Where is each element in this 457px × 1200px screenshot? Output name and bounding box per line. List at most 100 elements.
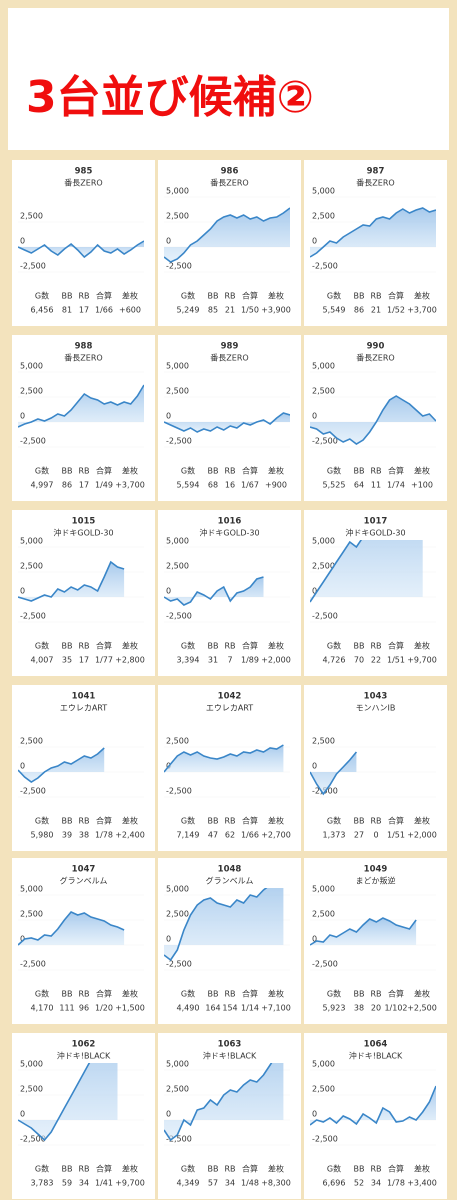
line (164, 576, 264, 606)
table-header: 合算 (96, 291, 112, 301)
table-cell: 47 (208, 831, 218, 840)
table-header: RB (224, 990, 235, 999)
chart-subtitle: 沖ドキ!BLACK (57, 1051, 111, 1061)
card-bg (12, 160, 155, 326)
table-header: BB (62, 990, 73, 999)
chart-title: 1062 (72, 1040, 96, 1050)
table-cell: 1/66 (95, 306, 113, 315)
table-header: BB (354, 642, 365, 651)
y-tick-label: -2,500 (20, 1135, 46, 1144)
table-header: RB (370, 1165, 381, 1174)
table-cell: 4,726 (323, 656, 346, 665)
area (164, 208, 290, 262)
table-header: G数 (181, 641, 195, 651)
table-header: 合算 (388, 816, 404, 826)
table-header: BB (208, 292, 219, 301)
table-cell: 86 (354, 306, 364, 315)
table-header: G数 (35, 989, 49, 999)
table-header: 合算 (242, 1164, 258, 1174)
chart-card: 1043モンハンIB2,5000-2,500G数BBRB合算差枚1,373270… (304, 685, 447, 851)
table-cell: 1/51 (387, 831, 405, 840)
chart-subtitle: 沖ドキGOLD-30 (199, 528, 259, 538)
table-header: 合算 (388, 291, 404, 301)
chart-subtitle: 沖ドキ!BLACK (203, 1051, 257, 1061)
chart-title: 1047 (72, 865, 96, 875)
table-header: 差枚 (268, 1164, 284, 1174)
y-tick-label: -2,500 (166, 960, 192, 969)
y-tick-label: 0 (166, 412, 171, 421)
table-cell: 5,923 (323, 1004, 346, 1013)
line (18, 747, 105, 783)
y-tick-label: 0 (20, 935, 25, 944)
table-cell: 1/74 (387, 481, 405, 490)
y-tick-label: 0 (20, 237, 25, 246)
line (18, 911, 125, 946)
table-header: 差枚 (122, 1164, 138, 1174)
chart-card: 1041 エウレカART 2,500 0 -2,500 G数 BB RB 合算 差枚 5,980 39… (12, 685, 155, 851)
table-header: G数 (35, 816, 49, 826)
line (18, 240, 144, 259)
header-box (8, 8, 449, 150)
line (18, 1063, 91, 1142)
table-cell: 1/50 (241, 306, 259, 315)
y-tick-label: 0 (312, 237, 317, 246)
line (310, 207, 436, 258)
y-tick-label: 2,500 (166, 1085, 189, 1094)
y-tick-label: -2,500 (166, 612, 192, 621)
y-tick-label: 2,500 (312, 387, 335, 396)
chart-subtitle: 番長ZERO (356, 353, 394, 363)
table-header: BB (62, 467, 73, 476)
table-header: 合算 (96, 1164, 112, 1174)
line (310, 540, 363, 603)
y-tick-label: 2,500 (312, 212, 335, 221)
chart-subtitle: 番長ZERO (356, 178, 394, 188)
chart-title: 1063 (218, 1040, 242, 1050)
table-header: G数 (35, 1164, 49, 1174)
table-cell: 4,997 (31, 481, 54, 490)
table-header: 合算 (388, 641, 404, 651)
chart-subtitle: 番長ZERO (64, 178, 102, 188)
table-cell: 17 (79, 306, 89, 315)
table-cell: 1/89 (241, 656, 259, 665)
table-header: 合算 (242, 816, 258, 826)
table-cell: 1/49 (95, 481, 113, 490)
y-tick-label: 2,500 (20, 910, 43, 919)
y-tick-label: 5,000 (20, 362, 43, 371)
table-header: G数 (327, 816, 341, 826)
y-tick-label: 2,500 (312, 1085, 335, 1094)
table-cell: +2,400 (115, 831, 145, 840)
table-header: RB (224, 642, 235, 651)
table-cell: +2,800 (115, 656, 145, 665)
table-header: 合算 (388, 989, 404, 999)
table-header: RB (370, 817, 381, 826)
table-cell: 81 (62, 306, 72, 315)
table-cell: 85 (208, 306, 218, 315)
area (164, 888, 284, 960)
y-tick-label: 2,500 (312, 910, 335, 919)
card-bg (304, 685, 447, 851)
table-header: G数 (327, 989, 341, 999)
y-tick-label: 5,000 (20, 537, 43, 546)
line (310, 751, 358, 796)
chart-subtitle: 番長ZERO (64, 353, 102, 363)
table-cell: 59 (62, 1179, 72, 1188)
table-cell: 6,456 (31, 306, 54, 315)
table-cell: +3,900 (261, 306, 291, 315)
table-cell: +1,500 (115, 1004, 145, 1013)
table-cell: 3,394 (177, 656, 200, 665)
y-tick-label: 5,000 (166, 1060, 189, 1069)
line (164, 1063, 273, 1142)
table-header: G数 (181, 466, 195, 476)
y-tick-label: 5,000 (312, 1060, 335, 1069)
y-tick-label: 0 (166, 237, 171, 246)
y-tick-label: 2,500 (166, 387, 189, 396)
table-header: BB (354, 1165, 365, 1174)
table-header: G数 (181, 816, 195, 826)
y-tick-label: 2,500 (166, 562, 189, 571)
table-header: RB (78, 817, 89, 826)
table-cell: +2,000 (261, 656, 291, 665)
y-tick-label: -2,500 (312, 437, 338, 446)
table-cell: 31 (208, 656, 218, 665)
